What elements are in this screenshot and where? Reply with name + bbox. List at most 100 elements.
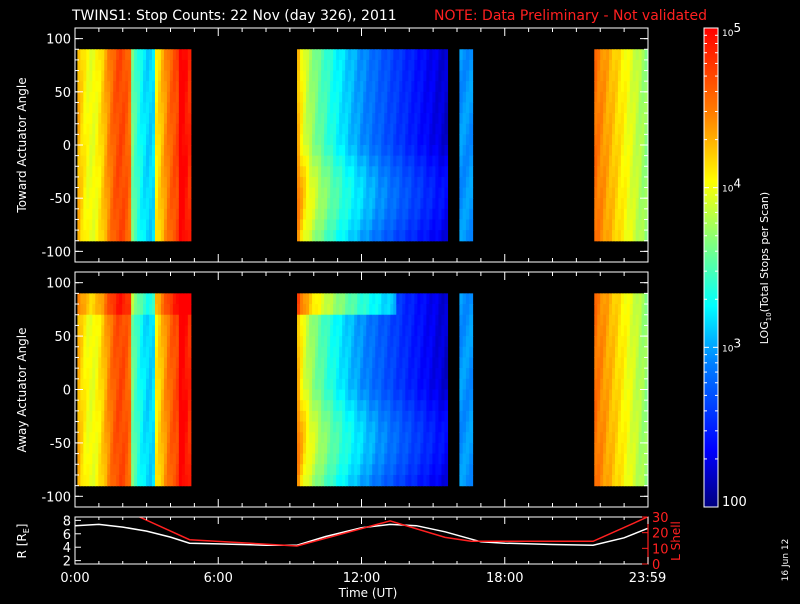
heatmap-cell <box>603 91 607 104</box>
heatmap-cell <box>312 421 316 433</box>
heatmap-cell <box>626 464 631 476</box>
heatmap-cell <box>348 421 352 433</box>
heatmap-cell <box>297 410 301 423</box>
heatmap-cell <box>107 59 111 72</box>
heatmap-cell <box>166 91 171 104</box>
heatmap-cell <box>390 145 394 157</box>
heatmap-cell <box>623 368 628 380</box>
heatmap-cell <box>166 102 171 114</box>
heatmap-cell <box>163 230 168 242</box>
heatmap-cell <box>160 59 165 72</box>
heatmap-cell <box>172 81 177 93</box>
heatmap-cell <box>387 145 391 157</box>
heatmap-cell <box>629 293 634 305</box>
heatmap-cell <box>435 346 440 359</box>
heatmap-cell <box>83 378 87 391</box>
heatmap-cell <box>336 208 340 221</box>
heatmap-cell <box>336 59 340 72</box>
heatmap-cell <box>614 123 619 135</box>
heatmap-cell <box>122 187 126 199</box>
heatmap-cell <box>143 49 147 61</box>
heatmap-cell <box>626 134 631 146</box>
heatmap-cell <box>83 357 87 369</box>
heatmap-cell <box>336 464 340 476</box>
heatmap-cell <box>417 187 421 199</box>
heatmap-cell <box>626 208 631 221</box>
x-tick-label: 18:00 <box>486 571 523 586</box>
heatmap-cell <box>381 400 385 412</box>
heatmap-cell <box>137 336 141 348</box>
heatmap-cell <box>89 304 93 316</box>
heatmap-cell <box>184 230 189 242</box>
heatmap-cell <box>86 198 90 210</box>
heatmap-cell <box>309 123 313 135</box>
heatmap-cell <box>614 442 619 455</box>
heatmap-cell <box>152 368 156 380</box>
heatmap-cell <box>80 187 84 199</box>
heatmap-cell <box>629 219 634 231</box>
heatmap-cell <box>429 336 434 348</box>
heatmap-cell <box>399 453 403 465</box>
heatmap-cell <box>342 113 346 125</box>
heatmap-cell <box>614 59 619 72</box>
heatmap-cell <box>339 91 343 104</box>
heatmap-cell <box>441 155 446 167</box>
heatmap-cell <box>143 123 147 135</box>
heatmap-cell <box>184 91 189 104</box>
heatmap-cell <box>594 421 598 433</box>
heatmap-cell <box>363 59 367 72</box>
heatmap-cell <box>181 293 186 305</box>
heatmap-cell <box>381 134 385 146</box>
heatmap-cell <box>617 421 622 433</box>
heatmap-cell <box>609 304 613 316</box>
heatmap-cell <box>184 187 189 199</box>
heatmap-cell <box>154 113 159 125</box>
heatmap-cell <box>638 304 643 316</box>
heatmap-cell <box>378 123 382 135</box>
heatmap-cell <box>306 219 310 231</box>
heatmap-cell <box>441 91 446 104</box>
heatmap-cell <box>175 102 180 114</box>
heatmap-cell <box>644 400 649 412</box>
heatmap-cell <box>149 432 153 444</box>
heatmap-cell <box>107 145 111 157</box>
heatmap-cell <box>465 91 470 104</box>
heatmap-cell <box>131 474 135 487</box>
heatmap-cell <box>181 432 186 444</box>
heatmap-cell <box>372 421 376 433</box>
heatmap-cell <box>438 123 443 135</box>
heatmap-cell <box>626 176 631 189</box>
heatmap-cell <box>92 304 96 316</box>
heatmap-cell <box>86 81 90 93</box>
heatmap-cell <box>315 357 319 369</box>
heatmap-cell <box>339 357 343 369</box>
heatmap-cell <box>312 357 316 369</box>
heatmap-cell <box>387 336 391 348</box>
heatmap-cell <box>420 155 424 167</box>
heatmap-cell <box>98 176 102 189</box>
heatmap-cell <box>181 123 186 135</box>
heatmap-cell <box>175 410 180 423</box>
heatmap-cell <box>369 357 373 369</box>
heatmap-cell <box>465 187 470 199</box>
heatmap-cell <box>387 378 391 391</box>
heatmap-cell <box>95 113 99 125</box>
heatmap-cell <box>187 81 192 93</box>
heatmap-cell <box>614 453 619 465</box>
heatmap-cell <box>351 357 355 369</box>
heatmap-cell <box>122 336 126 348</box>
heatmap-cell <box>369 155 373 167</box>
heatmap-cell <box>606 208 610 221</box>
heatmap-cell <box>134 155 138 167</box>
heatmap-cell <box>163 293 168 305</box>
heatmap-cell <box>163 102 168 114</box>
heatmap-cell <box>92 134 96 146</box>
heatmap-cell <box>348 49 352 61</box>
heatmap-cell <box>459 410 464 423</box>
heatmap-cell <box>603 134 607 146</box>
heatmap-cell <box>172 474 177 487</box>
heatmap-cell <box>426 70 430 82</box>
heatmap-cell <box>92 400 96 412</box>
heatmap-cell <box>95 410 99 423</box>
heatmap-cell <box>462 432 467 444</box>
